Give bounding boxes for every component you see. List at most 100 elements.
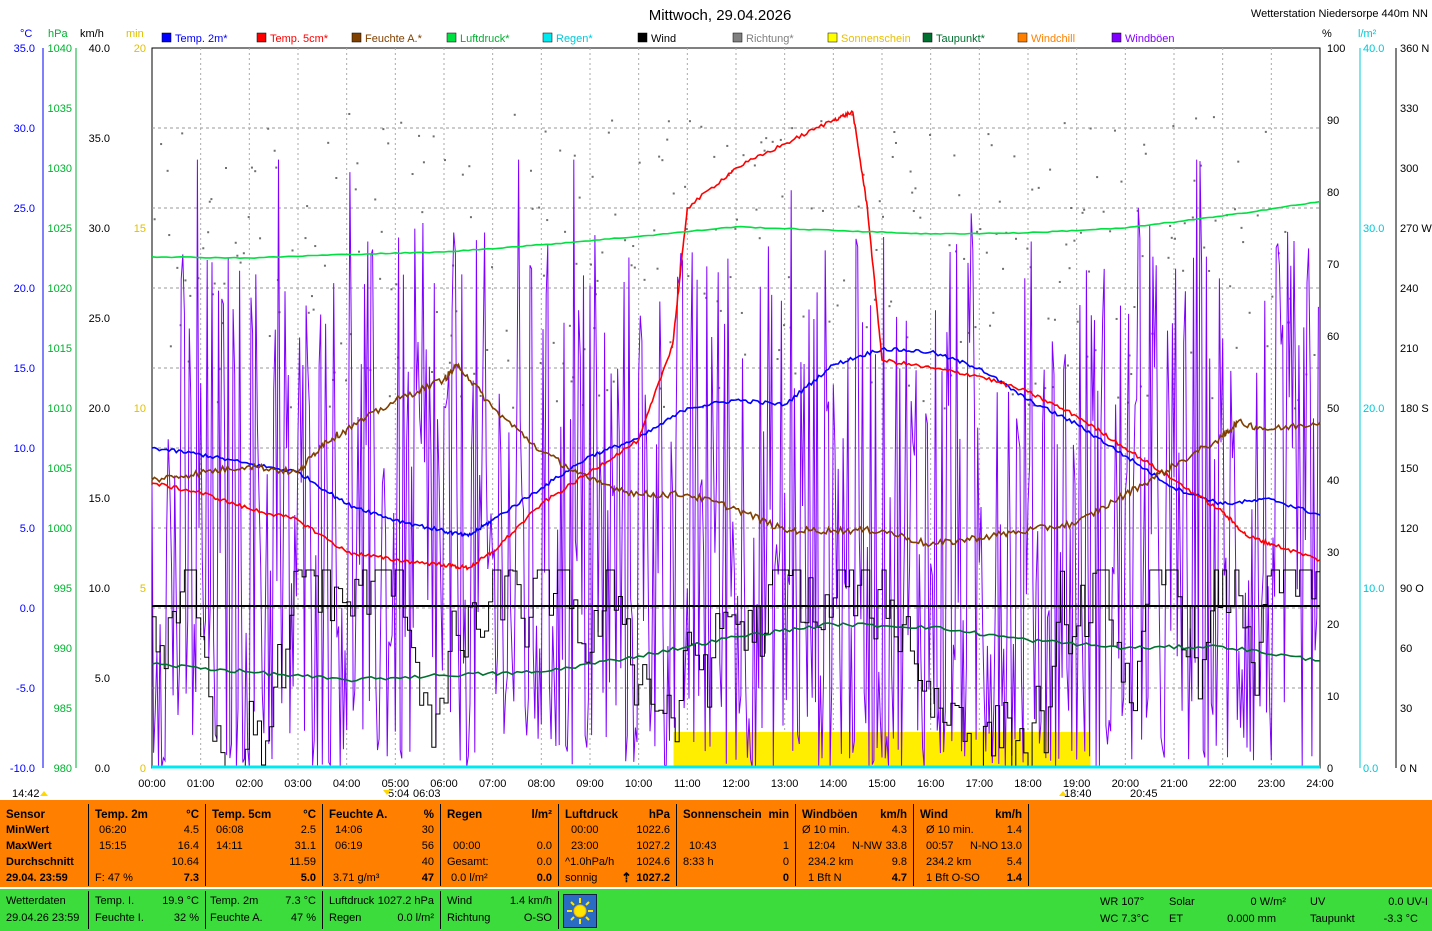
- direction-dot: [727, 174, 730, 177]
- stats-wind-unit: km/h: [995, 809, 1022, 821]
- tick-label-temp: 0.0: [20, 603, 35, 615]
- direction-dot: [304, 237, 307, 240]
- direction-dot: [1109, 230, 1112, 233]
- direction-dot: [688, 120, 691, 123]
- tick-label-pressure: 995: [54, 583, 72, 595]
- tick-label-direction: 90 O: [1400, 583, 1424, 595]
- tick-label-humidity: 0: [1327, 763, 1333, 775]
- direction-dot: [575, 262, 578, 265]
- direction-dot: [395, 283, 398, 286]
- direction-dot: [1256, 214, 1259, 217]
- direction-dot: [221, 322, 224, 325]
- direction-dot: [335, 177, 338, 180]
- direction-dot: [247, 216, 250, 219]
- tick-label-temp: 10.0: [14, 443, 35, 455]
- tick-label-pressure: 1020: [48, 283, 72, 295]
- direction-dot: [568, 324, 571, 327]
- tick-label-x: 18:00: [1014, 778, 1042, 790]
- tick-label-direction: 270 W: [1400, 223, 1432, 235]
- stats-regen-foot-left: 0.0 l/m²: [451, 872, 488, 884]
- stats-regen-total-label: Gesamt:: [447, 856, 489, 868]
- direction-dot: [578, 196, 581, 199]
- direction-dot: [919, 216, 922, 219]
- direction-dot: [820, 120, 823, 123]
- tick-label-direction: 330: [1400, 103, 1418, 115]
- direction-dot: [461, 173, 464, 176]
- direction-dot: [348, 112, 351, 115]
- direction-dot: [882, 215, 884, 218]
- tick-label-x: 08:00: [528, 778, 556, 790]
- direction-dot: [685, 228, 688, 231]
- tick-label-temp: 5.0: [20, 523, 35, 535]
- legend-swatch: [827, 32, 838, 43]
- current-temp-2m-value: 7.3 °C: [285, 895, 316, 907]
- stats-temp5cm-foot-right: 5.0: [300, 872, 316, 884]
- direction-dot: [726, 144, 729, 147]
- direction-dot: [208, 200, 211, 203]
- legend-label: Taupunkt*: [936, 33, 986, 45]
- trend-up-arrow-icon: ⇡: [621, 870, 632, 885]
- direction-dot: [989, 324, 992, 327]
- direction-dot: [955, 250, 957, 253]
- direction-dot: [531, 207, 534, 210]
- tick-label-x: 24:00: [1306, 778, 1334, 790]
- direction-dot: [1214, 219, 1217, 222]
- stats-temp5cm-min-value: 2.5: [300, 824, 316, 836]
- unit-sun: min: [126, 28, 144, 40]
- stats-luftdruck-min-time: 00:00: [571, 824, 599, 836]
- direction-dot: [431, 371, 434, 374]
- stats-sonne: Sonnenschein min 10:43 1 8:33 h 0 0: [677, 804, 796, 886]
- stats-regen: Regen l/m² 00:00 0.0 Gesamt: 0.0 0.0 l/m…: [441, 804, 559, 886]
- direction-dot: [992, 311, 995, 314]
- stats-regen-r2-value: 0.0: [536, 840, 552, 852]
- direction-dot: [1313, 353, 1316, 356]
- direction-dot: [307, 311, 310, 314]
- tick-label-wind: 15.0: [89, 493, 110, 505]
- tick-label-pressure: 1035: [48, 103, 72, 115]
- direction-dot: [1102, 210, 1105, 213]
- direction-dot: [1146, 394, 1149, 397]
- direction-dot: [166, 169, 169, 172]
- tick-label-direction: 0 N: [1400, 763, 1417, 775]
- direction-dot: [976, 230, 979, 233]
- direction-dot: [1117, 396, 1120, 399]
- direction-dot: [974, 326, 977, 329]
- direction-dot: [922, 400, 925, 403]
- direction-dot: [1234, 208, 1237, 211]
- direction-dot: [1229, 285, 1232, 288]
- direction-dot: [843, 279, 846, 282]
- direction-dot: [239, 261, 242, 264]
- stats-temp5cm-unit: °C: [303, 809, 316, 821]
- direction-dot: [435, 311, 438, 314]
- direction-dot: [312, 308, 315, 311]
- direction-dot: [630, 264, 633, 267]
- current-wr: WR 107°: [1100, 896, 1145, 908]
- stats-temp2m-max-time: 15:15: [99, 840, 127, 852]
- marker-sunset-a: 18:40: [1064, 788, 1092, 800]
- direction-dot: [1183, 222, 1186, 225]
- direction-dot: [907, 384, 910, 387]
- direction-dot: [153, 218, 156, 221]
- direction-dot: [661, 159, 664, 162]
- stats-feuchte-avg: 40: [421, 856, 434, 868]
- direction-dot: [987, 133, 990, 136]
- direction-dot: [552, 341, 555, 344]
- direction-dot: [512, 406, 515, 409]
- direction-dot: [906, 336, 909, 339]
- legend-swatch: [922, 32, 933, 43]
- direction-dot: [1034, 382, 1037, 385]
- direction-dot: [1266, 345, 1269, 348]
- stats-sensor: Sensor MinWert MaxWert Durchschnitt 29.0…: [0, 804, 89, 886]
- stats-temp5cm-title: Temp. 5cm: [212, 809, 272, 821]
- stats-wind-title: Wind: [920, 809, 948, 821]
- direction-dot: [700, 125, 703, 128]
- stats-boeen-max-value: 33.8: [885, 840, 907, 852]
- direction-dot: [669, 341, 672, 344]
- direction-dot: [564, 230, 567, 233]
- direction-dot: [1182, 269, 1185, 272]
- tick-label-x: 14:00: [820, 778, 848, 790]
- plot-grid: [151, 47, 1321, 769]
- direction-dot: [267, 127, 270, 130]
- legend-label: Temp. 5cm*: [270, 33, 329, 45]
- direction-dot: [753, 164, 756, 167]
